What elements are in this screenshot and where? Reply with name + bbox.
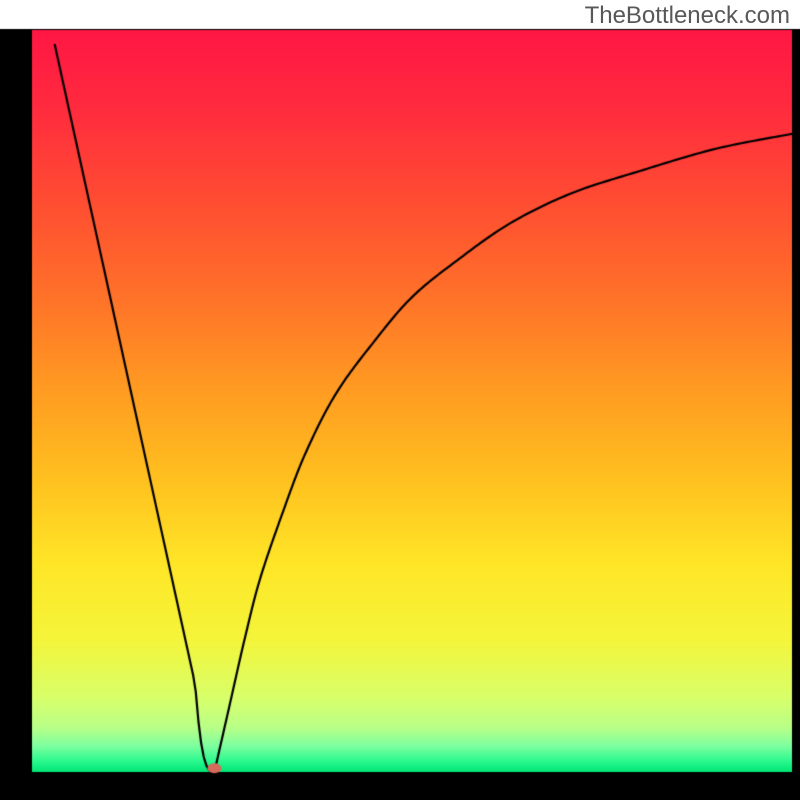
chart-root: TheBottleneck.com — [0, 0, 800, 800]
watermark-text: TheBottleneck.com — [585, 2, 790, 30]
bottleneck-curve-chart — [0, 0, 800, 800]
